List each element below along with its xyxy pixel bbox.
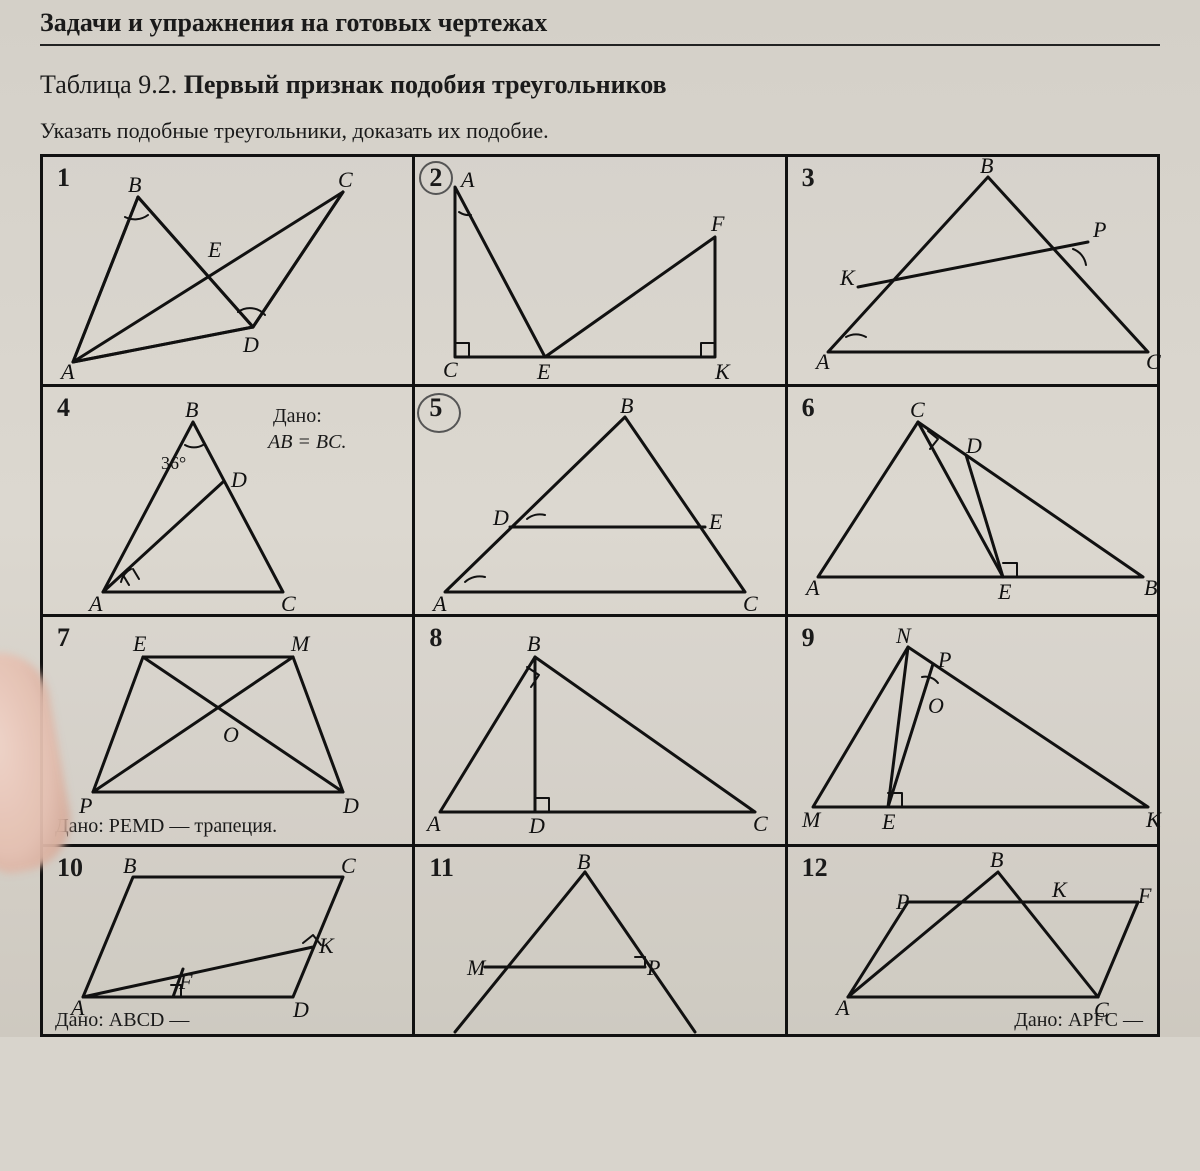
svg-text:D: D	[230, 467, 247, 492]
figure-12: B K F P A C	[788, 847, 1168, 1037]
figure-11: B M P	[415, 847, 775, 1037]
svg-text:D: D	[342, 793, 359, 818]
cell-9: 9 N P O M E K	[786, 616, 1158, 846]
figure-4: 36° B D A C	[43, 387, 403, 617]
svg-text:A: A	[834, 995, 850, 1020]
svg-text:K: K	[1051, 877, 1068, 902]
svg-text:K: K	[1145, 807, 1162, 832]
svg-text:A: A	[59, 359, 75, 384]
svg-text:O: O	[928, 693, 944, 718]
svg-text:K: K	[714, 359, 731, 384]
svg-text:A: A	[425, 811, 441, 836]
svg-text:B: B	[527, 631, 540, 656]
svg-text:A: A	[69, 995, 85, 1020]
svg-text:B: B	[123, 853, 136, 878]
svg-text:A: A	[814, 349, 830, 374]
svg-text:N: N	[895, 623, 912, 648]
svg-text:C: C	[341, 853, 356, 878]
cell-5: 5 B D E A C	[414, 386, 786, 616]
svg-text:A: A	[804, 575, 820, 600]
svg-text:E: E	[132, 631, 147, 656]
svg-text:E: E	[708, 509, 723, 534]
svg-text:P: P	[78, 793, 92, 818]
svg-text:B: B	[1144, 575, 1157, 600]
figure-3: B P K A C	[788, 157, 1168, 387]
svg-text:M: M	[466, 955, 487, 980]
svg-text:B: B	[128, 172, 141, 197]
cell-4: 4 Дано: AB = BC. 36° B D	[42, 386, 414, 616]
figure-8: B A D C	[415, 617, 775, 847]
svg-text:C: C	[743, 591, 758, 616]
figure-2: A F C E K	[415, 157, 775, 387]
svg-text:D: D	[965, 433, 982, 458]
svg-text:B: B	[577, 849, 590, 874]
svg-text:C: C	[910, 397, 925, 422]
svg-text:E: E	[881, 809, 896, 834]
svg-text:A: A	[459, 167, 475, 192]
cell-8: 8 B A D C	[414, 616, 786, 846]
table-name: Первый признак подобия треугольников	[184, 70, 667, 99]
svg-text:P: P	[937, 647, 951, 672]
figure-7: E M O P D	[43, 617, 403, 847]
svg-text:F: F	[178, 969, 193, 994]
svg-text:A: A	[431, 591, 447, 616]
figure-10: B C K F A D	[43, 847, 403, 1037]
svg-text:D: D	[528, 813, 545, 838]
svg-text:C: C	[753, 811, 768, 836]
svg-text:C: C	[1094, 997, 1109, 1022]
figure-9: N P O M E K	[788, 617, 1168, 847]
problems-grid: 1	[40, 154, 1160, 1037]
cell-1: 1	[42, 156, 414, 386]
svg-text:B: B	[990, 847, 1003, 872]
svg-text:C: C	[338, 167, 353, 192]
cell-2: 2 A F C	[414, 156, 786, 386]
svg-text:D: D	[242, 332, 259, 357]
svg-text:M: M	[290, 631, 311, 656]
cell-6: 6 C D A E B	[786, 386, 1158, 616]
svg-text:E: E	[207, 237, 222, 262]
instruction-text: Указать подобные треугольники, доказать …	[40, 118, 1160, 144]
svg-text:K: K	[839, 265, 856, 290]
figure-6: C D A E B	[788, 387, 1168, 617]
svg-text:K: K	[318, 933, 335, 958]
svg-text:C: C	[1146, 349, 1161, 374]
figure-1: B C E D A	[43, 157, 403, 387]
svg-text:F: F	[710, 211, 725, 236]
cell-10: 10 Дано: ABCD —	[42, 846, 414, 1036]
page-header: Задачи и упражнения на готовых чертежах	[40, 8, 1160, 46]
figure-5: B D E A C	[415, 387, 775, 617]
page: Задачи и упражнения на готовых чертежах …	[0, 0, 1200, 1037]
svg-text:B: B	[980, 157, 993, 178]
svg-text:O: O	[223, 722, 239, 747]
svg-text:M: M	[801, 807, 822, 832]
svg-text:P: P	[1092, 217, 1106, 242]
svg-text:D: D	[492, 505, 509, 530]
cell-3: 3 B P K A C	[786, 156, 1158, 386]
svg-text:C: C	[281, 591, 296, 616]
svg-text:F: F	[1137, 883, 1152, 908]
cell-11: 11	[414, 846, 786, 1036]
svg-text:B: B	[620, 393, 633, 418]
cell-7: 7 Дано: PEMD — трапеция. E M O P D	[42, 616, 414, 846]
svg-text:E: E	[997, 579, 1012, 604]
svg-text:36°: 36°	[161, 453, 186, 473]
cell-12: 12 Дано: APFC — B K F	[786, 846, 1158, 1036]
svg-text:C: C	[443, 357, 458, 382]
table-title: Таблица 9.2. Первый признак подобия треу…	[40, 70, 1160, 100]
svg-text:D: D	[292, 997, 309, 1022]
svg-text:B: B	[185, 397, 198, 422]
svg-text:P: P	[646, 955, 660, 980]
svg-text:E: E	[536, 359, 551, 384]
table-number: Таблица 9.2.	[40, 70, 177, 99]
svg-text:A: A	[87, 591, 103, 616]
